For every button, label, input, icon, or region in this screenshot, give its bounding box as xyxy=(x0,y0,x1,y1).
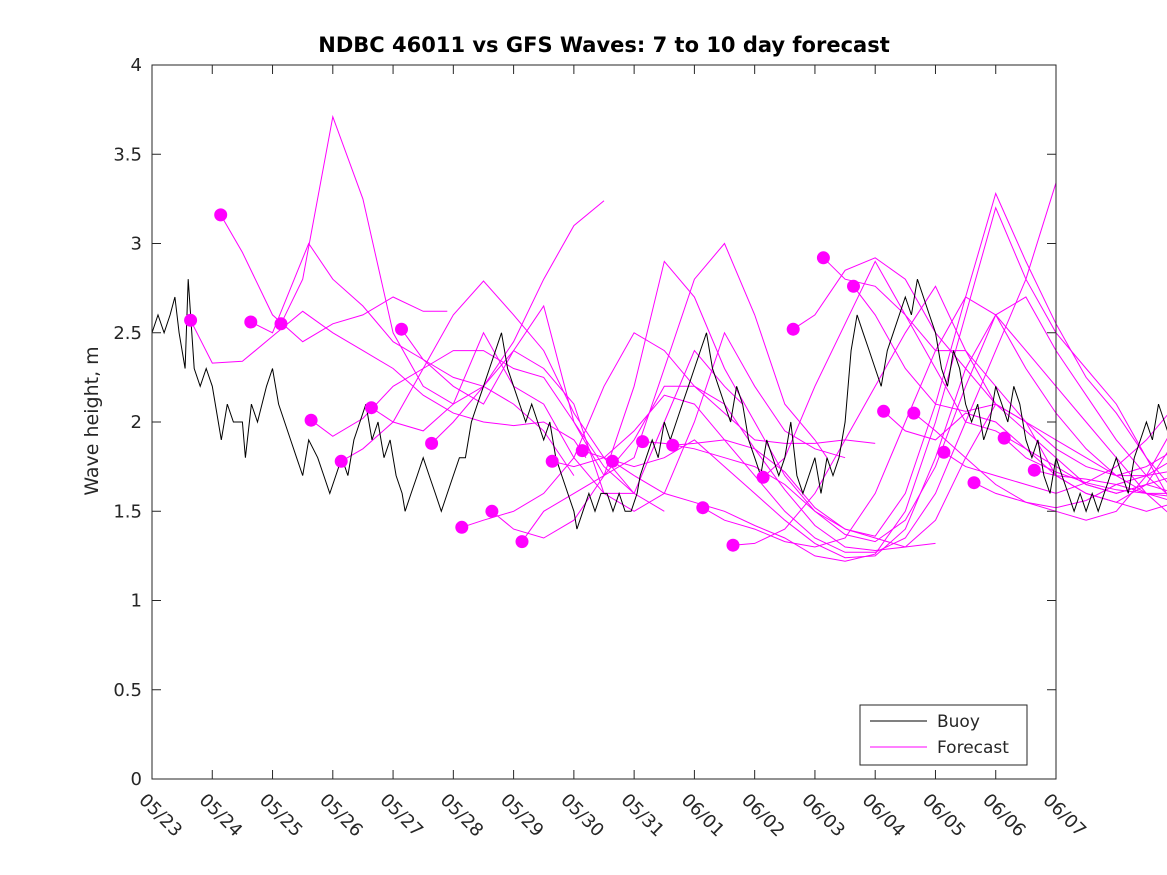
forecast-run-line-9 xyxy=(431,331,846,512)
forecast-marker-28 xyxy=(997,431,1011,445)
forecast-run-line-2 xyxy=(220,214,448,343)
forecast-marker-25 xyxy=(907,406,921,420)
forecast-marker-1 xyxy=(184,313,198,327)
legend-box xyxy=(859,704,1028,766)
forecast-marker-8 xyxy=(395,322,408,336)
legend-label-buoy: Buoy xyxy=(937,712,980,732)
forecast-marker-15 xyxy=(605,454,619,468)
chart-title: NDBC 46011 vs GFS Waves: 7 to 10 day for… xyxy=(318,33,889,57)
y-tick-label: 1.5 xyxy=(113,501,142,522)
y-tick-label: 1 xyxy=(131,591,142,612)
forecast-marker-16 xyxy=(636,435,650,449)
y-tick-label: 2 xyxy=(131,412,142,433)
forecast-run-line-8 xyxy=(401,242,828,477)
forecast-marker-9 xyxy=(425,436,439,450)
forecast-marker-10 xyxy=(455,520,469,534)
legend: Buoy Forecast xyxy=(859,704,1028,766)
forecast-marker-2 xyxy=(214,208,228,222)
forecast-run-line-7 xyxy=(371,331,743,494)
forecast-marker-22 xyxy=(816,251,830,265)
y-axis-label: Wave height, m xyxy=(81,346,103,495)
forecast-marker-18 xyxy=(696,501,710,515)
plot-area xyxy=(152,65,1056,779)
forecast-marker-5 xyxy=(304,413,318,427)
forecast-run-line-11 xyxy=(491,260,936,548)
forecast-marker-21 xyxy=(786,322,800,336)
buoy-series-group xyxy=(151,279,1167,530)
y-tick-label: 3 xyxy=(131,234,142,255)
forecast-run-line-1 xyxy=(190,310,587,458)
forecast-run-line-29 xyxy=(1034,469,1167,497)
y-axis-ticks: 0 0.5 1 1.5 2 2.5 3 3.5 4 xyxy=(113,55,1056,790)
forecast-run-line-4 xyxy=(280,114,605,405)
forecast-marker-4 xyxy=(274,317,288,331)
forecast-marker-12 xyxy=(515,535,529,549)
forecast-run-line-22 xyxy=(823,257,1167,503)
forecast-run-line-3 xyxy=(250,242,575,476)
y-tick-label: 0.5 xyxy=(113,680,142,701)
forecast-marker-29 xyxy=(1027,463,1041,477)
forecast-run-line-25 xyxy=(913,412,1167,521)
y-tick-label: 4 xyxy=(131,55,142,76)
y-tick-label: 2.5 xyxy=(113,323,142,344)
forecast-marker-6 xyxy=(334,454,348,468)
forecast-run-line-28 xyxy=(1003,437,1167,494)
forecast-run-line-5 xyxy=(310,350,635,494)
forecast-markers-group xyxy=(184,208,1041,552)
legend-label-forecast: Forecast xyxy=(937,738,1009,758)
buoy-line xyxy=(151,279,1167,530)
forecast-marker-11 xyxy=(485,504,499,518)
forecast-series-group xyxy=(190,114,1167,562)
forecast-run-line-14 xyxy=(582,314,1167,559)
forecast-run-line-16 xyxy=(642,296,1167,543)
y-tick-label: 0 xyxy=(131,769,142,790)
forecast-marker-24 xyxy=(877,404,891,418)
forecast-marker-13 xyxy=(545,454,559,468)
forecast-marker-14 xyxy=(575,444,589,458)
forecast-marker-7 xyxy=(364,401,378,415)
forecast-marker-3 xyxy=(244,315,258,329)
y-tick-label: 3.5 xyxy=(113,144,142,165)
forecast-run-line-24 xyxy=(883,410,1167,494)
forecast-marker-23 xyxy=(847,279,860,293)
forecast-marker-27 xyxy=(967,476,981,490)
forecast-run-line-21 xyxy=(792,257,1167,494)
forecast-marker-20 xyxy=(756,470,770,484)
forecast-marker-26 xyxy=(937,445,951,459)
forecast-run-line-27 xyxy=(973,471,1167,509)
forecast-marker-17 xyxy=(666,438,680,452)
forecast-run-line-10 xyxy=(461,332,876,528)
forecast-marker-19 xyxy=(726,538,740,552)
